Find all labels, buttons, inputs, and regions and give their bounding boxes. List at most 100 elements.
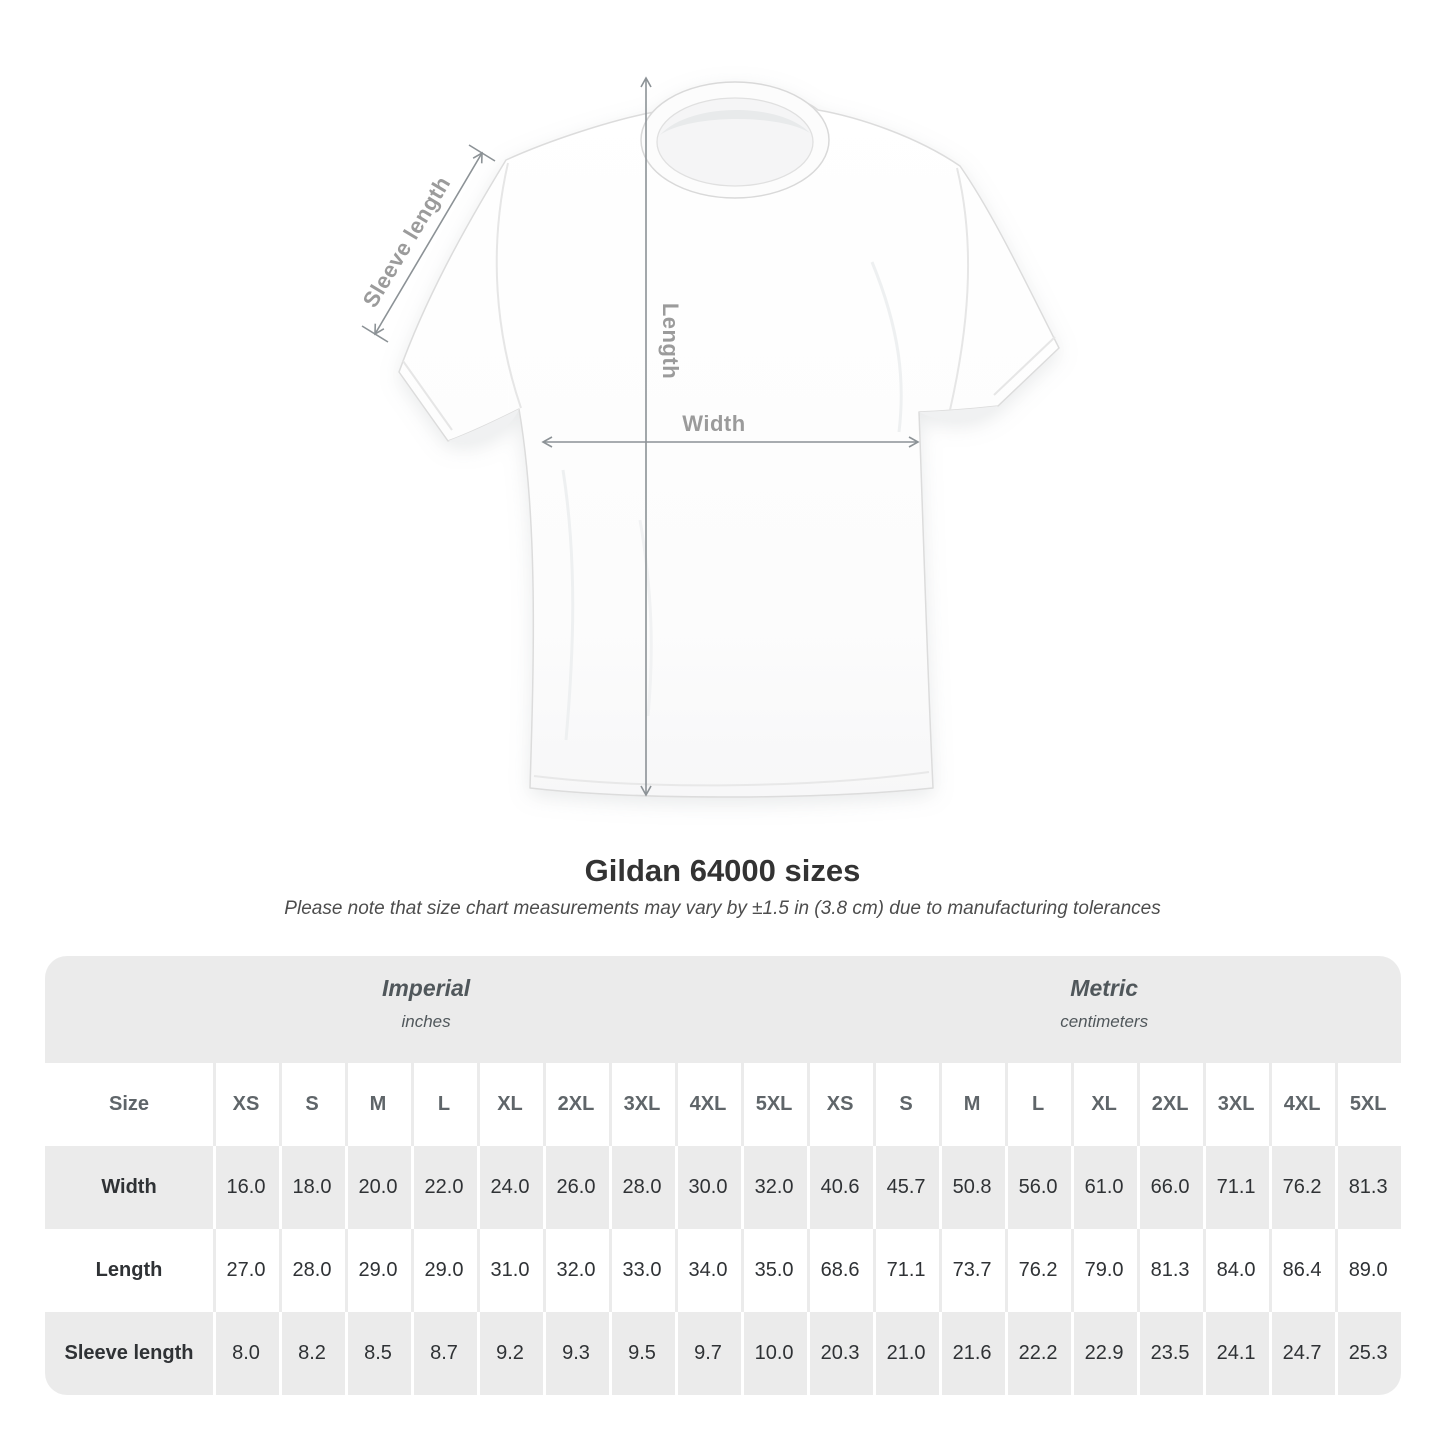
collar [640,81,830,199]
value-cell: 32.0 [741,1146,808,1229]
wrinkle [870,261,903,433]
size-col-header: 5XL [741,1063,808,1146]
row-label: Width [45,1146,213,1229]
metric-title: Metric [1070,975,1139,1001]
value-cell: 22.0 [411,1146,477,1229]
value-cell: 8.7 [411,1312,477,1395]
value-cell: 86.4 [1269,1229,1336,1312]
hem-seam [533,771,930,787]
value-cell: 31.0 [477,1229,543,1312]
value-cell: 10.0 [741,1312,808,1395]
left-sleeve-shading [448,409,519,443]
value-cell: 50.8 [939,1146,1006,1229]
length-label: Length [658,302,683,380]
tshirt-graphic [398,81,1060,798]
value-cell: 16.0 [213,1146,279,1229]
imperial-title: Imperial [381,975,471,1001]
imperial-unit: inches [401,1012,451,1031]
value-cell: 23.5 [1137,1312,1204,1395]
value-cell: 33.0 [609,1229,675,1312]
metric-section-header: Metric centimeters [807,956,1401,1063]
size-col-header: M [345,1063,411,1146]
size-col-header: S [279,1063,345,1146]
sleeve-tick-bottom [361,325,389,343]
width-row: Width 16.0 18.0 20.0 22.0 24.0 26.0 28.0… [45,1146,1401,1229]
value-cell: 8.2 [279,1312,345,1395]
size-col-header: L [411,1063,477,1146]
size-col-header: XL [477,1063,543,1146]
value-cell: 24.1 [1203,1312,1270,1395]
value-cell: 76.2 [1005,1229,1072,1312]
page-title: Gildan 64000 sizes [584,853,861,888]
value-cell: 18.0 [279,1146,345,1229]
size-col-header: XS [213,1063,279,1146]
value-cell: 84.0 [1203,1229,1270,1312]
value-cell: 26.0 [543,1146,609,1229]
value-cell: 68.6 [807,1229,874,1312]
value-cell: 29.0 [411,1229,477,1312]
right-armhole-seam [949,167,970,411]
value-cell: 20.0 [345,1146,411,1229]
value-cell: 66.0 [1137,1146,1204,1229]
value-cell: 27.0 [213,1229,279,1312]
value-cell: 9.3 [543,1312,609,1395]
value-cell: 8.5 [345,1312,411,1395]
size-col-header: 5XL [1335,1063,1401,1146]
value-cell: 71.1 [873,1229,940,1312]
value-cell: 32.0 [543,1229,609,1312]
right-sleeve-shading [919,406,998,421]
tshirt-diagram-svg [361,76,1060,798]
width-label: Width [682,411,746,436]
value-cell: 20.3 [807,1312,874,1395]
size-header-row: Size XS S M L XL 2XL 3XL 4XL 5XL XS S M … [45,1063,1401,1146]
tshirt-measurement-diagram: Sleeve length Length Width [358,76,1060,798]
left-cuff-seam [402,360,453,431]
row-label: Sleeve length [45,1312,213,1395]
value-cell: 56.0 [1005,1146,1072,1229]
tolerance-note: Please note that size chart measurements… [284,898,1161,919]
value-cell: 21.0 [873,1312,940,1395]
row-label: Length [45,1229,213,1312]
size-col-header: 4XL [1269,1063,1336,1146]
value-cell: 29.0 [345,1229,411,1312]
size-chart-table: Imperial inches Metric centimeters Size … [45,956,1401,1395]
size-col-header: XS [807,1063,874,1146]
value-cell: 45.7 [873,1146,940,1229]
size-col-header: 2XL [1137,1063,1204,1146]
value-cell: 79.0 [1071,1229,1138,1312]
value-cell: 30.0 [675,1146,741,1229]
value-cell: 35.0 [741,1229,808,1312]
sleeve-tick-top [468,144,496,162]
imperial-section-header: Imperial inches [45,956,808,1063]
value-cell: 34.0 [675,1229,741,1312]
size-col-header: L [1005,1063,1072,1146]
value-cell: 25.3 [1335,1312,1401,1395]
value-cell: 8.0 [213,1312,279,1395]
value-cell: 71.1 [1203,1146,1270,1229]
value-cell: 73.7 [939,1229,1006,1312]
size-col-header: 2XL [543,1063,609,1146]
value-cell: 9.5 [609,1312,675,1395]
value-cell: 22.2 [1005,1312,1072,1395]
value-cell: 21.6 [939,1312,1006,1395]
value-cell: 61.0 [1071,1146,1138,1229]
size-col-header: 3XL [1203,1063,1270,1146]
value-cell: 40.6 [807,1146,874,1229]
size-chart-table-wrap: Imperial inches Metric centimeters Size … [45,956,1401,1395]
value-cell: 81.3 [1335,1146,1401,1229]
size-col-header: XL [1071,1063,1138,1146]
right-cuff-seam [993,336,1056,396]
value-cell: 76.2 [1269,1146,1336,1229]
value-cell: 28.0 [279,1229,345,1312]
size-col-header: 4XL [675,1063,741,1146]
value-cell: 24.7 [1269,1312,1336,1395]
value-cell: 89.0 [1335,1229,1401,1312]
size-col-header: M [939,1063,1006,1146]
size-col-header: S [873,1063,940,1146]
wrinkle [561,469,575,741]
sleeve-length-arrow [374,151,483,336]
value-cell: 81.3 [1137,1229,1204,1312]
value-cell: 9.2 [477,1312,543,1395]
value-cell: 28.0 [609,1146,675,1229]
value-cell: 22.9 [1071,1312,1138,1395]
